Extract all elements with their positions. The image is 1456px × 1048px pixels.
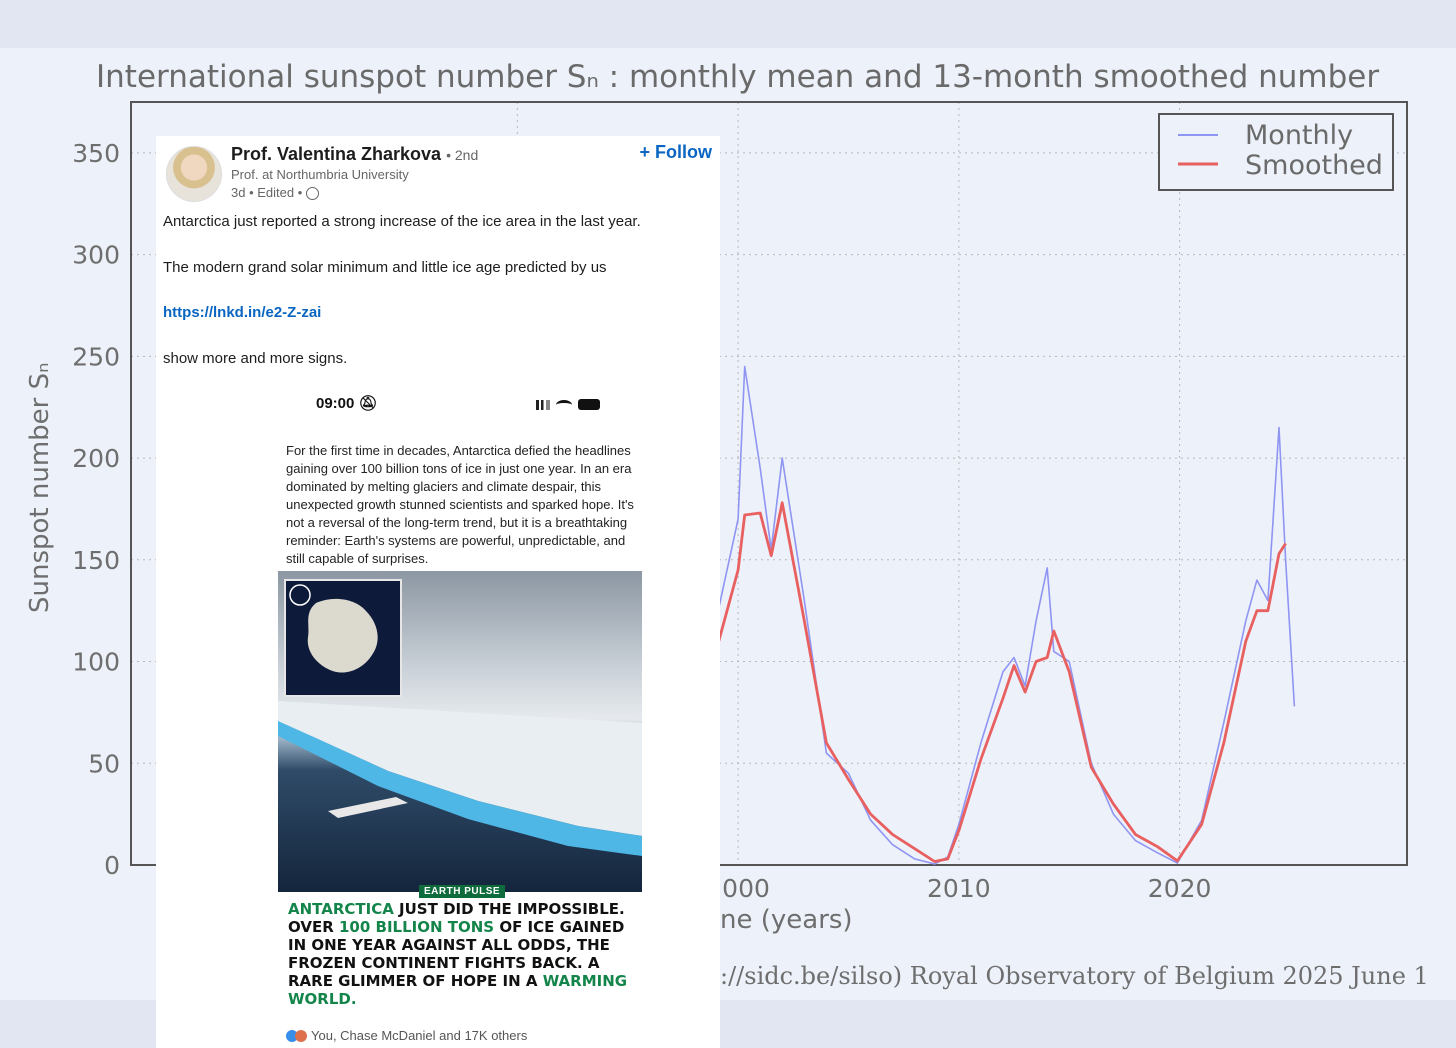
x-axis-label: ne (years) [720,905,853,935]
headline-part-1: Antarctica [288,900,394,918]
y-axis-label: Sunspot number Sₙ [25,363,55,613]
signal-icon [536,399,550,410]
chart-title: International sunspot number Sₙ : monthl… [96,59,1379,95]
wifi-icon [556,399,572,410]
post-meta: 3d • Edited • [231,185,319,200]
y-tick-label: 150 [72,546,120,575]
antarctica-map-inset [284,579,402,697]
x-tick-label: 2020 [1148,874,1212,903]
headline-part-4: of ice gained in one year against all od… [288,918,625,990]
connection-degree: • 2nd [446,147,479,163]
antarctica-photo[interactable] [278,571,642,892]
post-text-line-3: show more and more signs. [163,350,348,367]
post-text-line-1: Antarctica just reported a strong increa… [163,213,641,230]
reactions-bar[interactable]: You, Chase McDaniel and 17K others [286,1028,527,1043]
y-tick-label: 250 [72,342,120,371]
shared-post-quote: For the first time in decades, Antarctic… [286,443,634,566]
reactions-text: You, Chase McDaniel and 17K others [311,1028,528,1043]
linkedin-post-card: Prof. Valentina Zharkova • 2nd Prof. at … [156,136,720,1048]
author-name-text[interactable]: Prof. Valentina Zharkova [231,144,442,164]
y-tick-label: 100 [72,648,120,677]
y-tick-label: 200 [72,444,120,473]
y-tick-label: 50 [88,749,120,778]
y-tick-label: 300 [72,241,120,270]
legend: Monthly Smoothed [1158,113,1394,191]
sunspot-chart: International sunspot number Sₙ : monthl… [25,59,1429,990]
shared-post-headline: Antarctica just did the impossible. Over… [288,900,628,1008]
globe-icon [305,187,319,200]
plot-frame [130,101,1408,866]
love-reaction-icon [295,1030,307,1042]
legend-label-monthly: Monthly [1245,120,1353,151]
ice-shelf-illustration [278,701,642,856]
y-tick-label: 0 [104,851,120,880]
author-avatar[interactable] [166,146,222,202]
earth-pulse-badge: EARTH PULSE [419,885,506,898]
muted-bell-icon: 🔕︎ [358,395,378,412]
follow-button[interactable]: + Follow [639,142,712,162]
legend-label-smoothed: Smoothed [1245,150,1383,181]
status-time-text: 09:00 [316,395,355,412]
battery-icon [578,399,600,411]
author-name[interactable]: Prof. Valentina Zharkova • 2nd [231,144,478,165]
phone-status-icons [536,396,600,414]
author-headline: Prof. at Northumbria University [231,167,409,182]
headline-part-5: warming world. [288,972,628,1008]
antarctica-map-icon [289,584,378,673]
x-tick-label: 2010 [927,874,991,903]
chart-credit: ://sidc.be/silso) Royal Observatory of B… [720,962,1429,990]
post-meta-text: 3d • Edited • [231,185,303,200]
headline-part-2: just did the impossible. Over [288,900,625,936]
post-text-line-2: The modern grand solar minimum and littl… [163,259,607,276]
headline-part-3: 100 billion tons [338,918,495,936]
post-link[interactable]: https://lnkd.in/e2-Z-zai [163,304,322,321]
phone-status-time: 09:00 🔕︎ [316,394,378,412]
y-tick-label: 350 [72,139,120,168]
